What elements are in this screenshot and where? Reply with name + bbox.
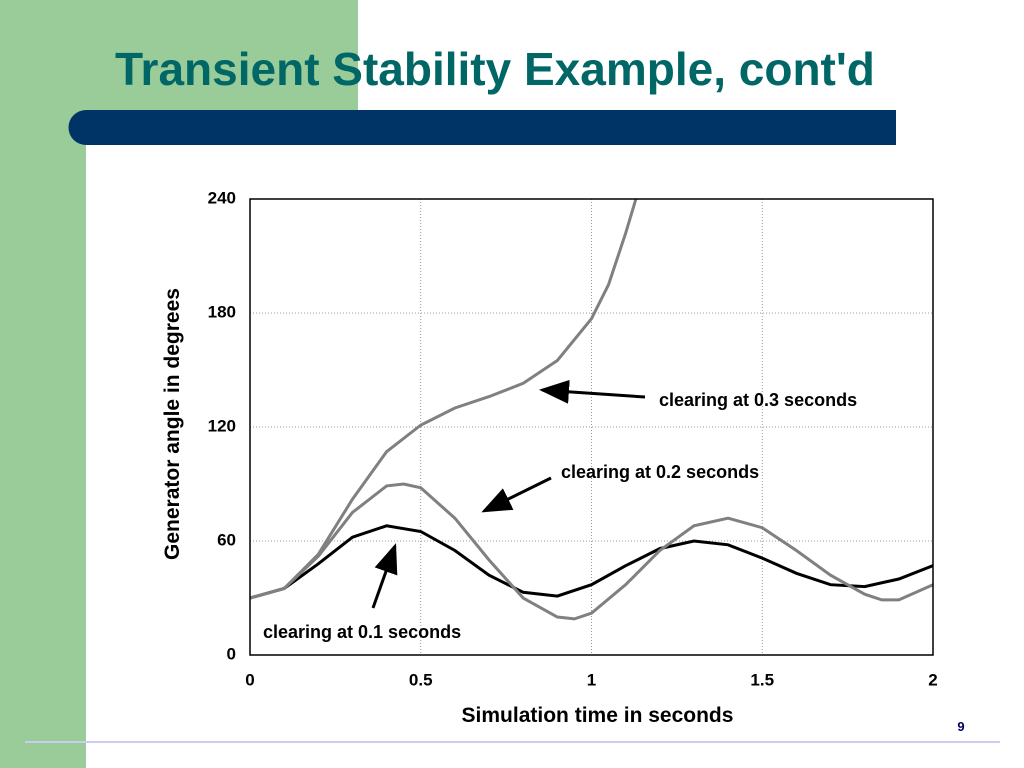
arrow xyxy=(539,379,646,404)
x-axis-label: Simulation time in seconds xyxy=(462,704,734,727)
y-tick-label: 60 xyxy=(217,530,236,549)
x-tick-label: 0 xyxy=(245,670,254,689)
y-tick-label: 180 xyxy=(208,302,236,321)
y-tick-label: 240 xyxy=(208,188,236,207)
y-tick-label: 0 xyxy=(227,644,236,663)
arrow xyxy=(481,476,552,513)
green-panel xyxy=(0,0,358,110)
chart: 0 60 120 180 240 0 0.5 1 1.5 2 Simulation time in … xyxy=(161,188,938,727)
title-bar xyxy=(68,110,896,145)
series-annotation: clearing at 0.2 seconds xyxy=(561,462,759,482)
series-annotation: clearing at 0.3 seconds xyxy=(659,390,857,410)
plot-frame xyxy=(249,198,934,656)
x-tick-label: 1 xyxy=(587,670,596,689)
series-line xyxy=(250,482,933,621)
series-line xyxy=(250,199,638,600)
slide-title: Transient Stability Example, cont'd xyxy=(115,43,875,95)
y-axis-label: Generator angle in degrees xyxy=(161,288,184,560)
x-tick-label: 0.5 xyxy=(409,670,433,689)
green-strip xyxy=(0,110,86,768)
x-tick-label: 1.5 xyxy=(750,670,774,689)
arrow xyxy=(371,543,398,609)
y-tick-label: 120 xyxy=(208,416,236,435)
x-tick-label: 2 xyxy=(928,670,937,689)
series-annotation: clearing at 0.1 seconds xyxy=(263,622,461,642)
series-line xyxy=(250,524,933,600)
page-number: 9 xyxy=(957,719,964,734)
